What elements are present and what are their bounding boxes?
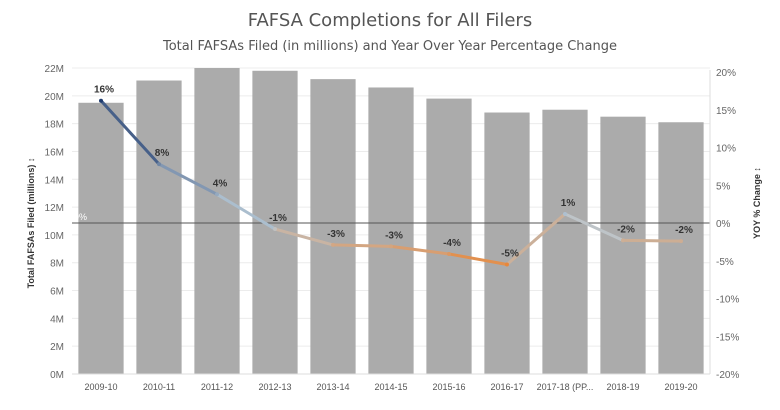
line-segment: [331, 243, 393, 248]
left-tick-label: 14M: [45, 175, 64, 186]
data-label: -2%: [675, 225, 693, 236]
left-tick-label: 8M: [50, 259, 64, 270]
right-tick-label: -20%: [716, 370, 739, 381]
line-point: [505, 262, 509, 267]
line-point: [273, 227, 277, 232]
data-label: -1%: [269, 213, 287, 224]
right-tick-label: -10%: [716, 295, 739, 306]
x-tick-label: 2019-20: [664, 382, 697, 392]
line-point: [447, 251, 451, 256]
right-tick-label: 0%: [716, 219, 731, 230]
x-tick-label: 2018-19: [606, 382, 639, 392]
data-label: -2%: [617, 224, 635, 235]
line-point: [331, 242, 335, 247]
line-point: [157, 162, 161, 167]
left-tick-label: 6M: [50, 287, 64, 298]
x-tick-label: 2017-18 (PP...: [537, 382, 594, 392]
line-segment: [389, 244, 451, 256]
right-tick-label: 15%: [716, 106, 736, 117]
chart-subtitle: Total FAFSAs Filed (in millions) and Yea…: [162, 39, 617, 54]
bar: [658, 122, 704, 374]
line-segment: [215, 192, 277, 231]
data-label: -3%: [385, 230, 403, 241]
line-point: [621, 238, 625, 243]
left-tick-label: 10M: [45, 231, 64, 242]
x-tick-label: 2011-12: [201, 382, 233, 392]
line-segment: [447, 252, 509, 267]
bar: [542, 109, 588, 375]
x-tick-label: 2014-15: [374, 382, 407, 392]
data-labels: 16% 8% 4% -1% -3% -3% -4% -5% 1% -2% -2%: [94, 85, 693, 260]
line-point: [389, 244, 393, 249]
left-axis-title: Total FAFSAs Filed (millions) ↕: [26, 158, 36, 289]
yoy-line-series: [99, 98, 683, 267]
bar: [426, 98, 472, 374]
right-tick-label: 20%: [716, 68, 736, 79]
line-point: [215, 192, 219, 197]
line-point: [679, 239, 683, 244]
bar: [252, 70, 298, 375]
zero-line-label: 0%: [74, 212, 87, 222]
left-tick-label: 22M: [45, 64, 64, 75]
bar: [136, 80, 182, 374]
x-tick-label: 2009-10: [84, 382, 117, 392]
right-axis-title: YOY % Change ↕: [752, 167, 762, 239]
left-tick-label: 12M: [45, 203, 64, 214]
bar: [600, 116, 646, 374]
data-label: -3%: [327, 229, 345, 240]
line-segment: [621, 238, 683, 243]
bar: [368, 87, 414, 375]
bar: [484, 112, 530, 374]
left-tick-label: 2M: [50, 342, 64, 353]
line-segment: [157, 162, 219, 196]
left-tick-label: 0M: [50, 370, 64, 381]
left-tick-label: 16M: [45, 147, 64, 158]
x-tick-label: 2012-13: [258, 382, 291, 392]
chart-title: FAFSA Completions for All Filers: [248, 10, 532, 31]
bar: [194, 68, 240, 374]
x-axis: 2009-10 2010-11 2011-12 2012-13 2013-14 2014-…: [72, 373, 710, 392]
bar: [78, 102, 124, 374]
data-label: -5%: [501, 249, 519, 260]
right-tick-label: -15%: [716, 332, 739, 343]
left-tick-label: 20M: [45, 92, 64, 103]
line-point: [99, 98, 103, 103]
line-segment: [273, 227, 335, 247]
right-axis: -20% -15% -10% -5% 0% 5% 10% 15% 20%: [709, 68, 739, 381]
line-point: [563, 211, 567, 216]
right-tick-label: 5%: [716, 181, 731, 192]
left-tick-label: 4M: [50, 314, 64, 325]
data-label: 4%: [213, 178, 228, 189]
x-tick-label: 2010-11: [143, 382, 175, 392]
data-label: -4%: [443, 238, 461, 249]
right-tick-label: 10%: [716, 144, 736, 155]
x-tick-label: 2015-16: [432, 382, 465, 392]
right-tick-label: -5%: [716, 257, 734, 268]
line-segment: [505, 212, 567, 267]
left-axis: 0M 2M 4M 6M 8M 10M 12M 14M 16M 18M 20M 22M: [45, 64, 64, 381]
data-label: 1%: [561, 198, 576, 209]
data-label: 8%: [155, 148, 170, 159]
x-tick-label: 2013-14: [316, 382, 349, 392]
bar: [310, 79, 356, 375]
line-segment: [563, 212, 625, 242]
line-segment: [99, 99, 161, 166]
x-tick-label: 2016-17: [490, 382, 523, 392]
left-tick-label: 18M: [45, 120, 64, 131]
bar-series: [78, 68, 704, 375]
data-label: 16%: [94, 85, 114, 96]
